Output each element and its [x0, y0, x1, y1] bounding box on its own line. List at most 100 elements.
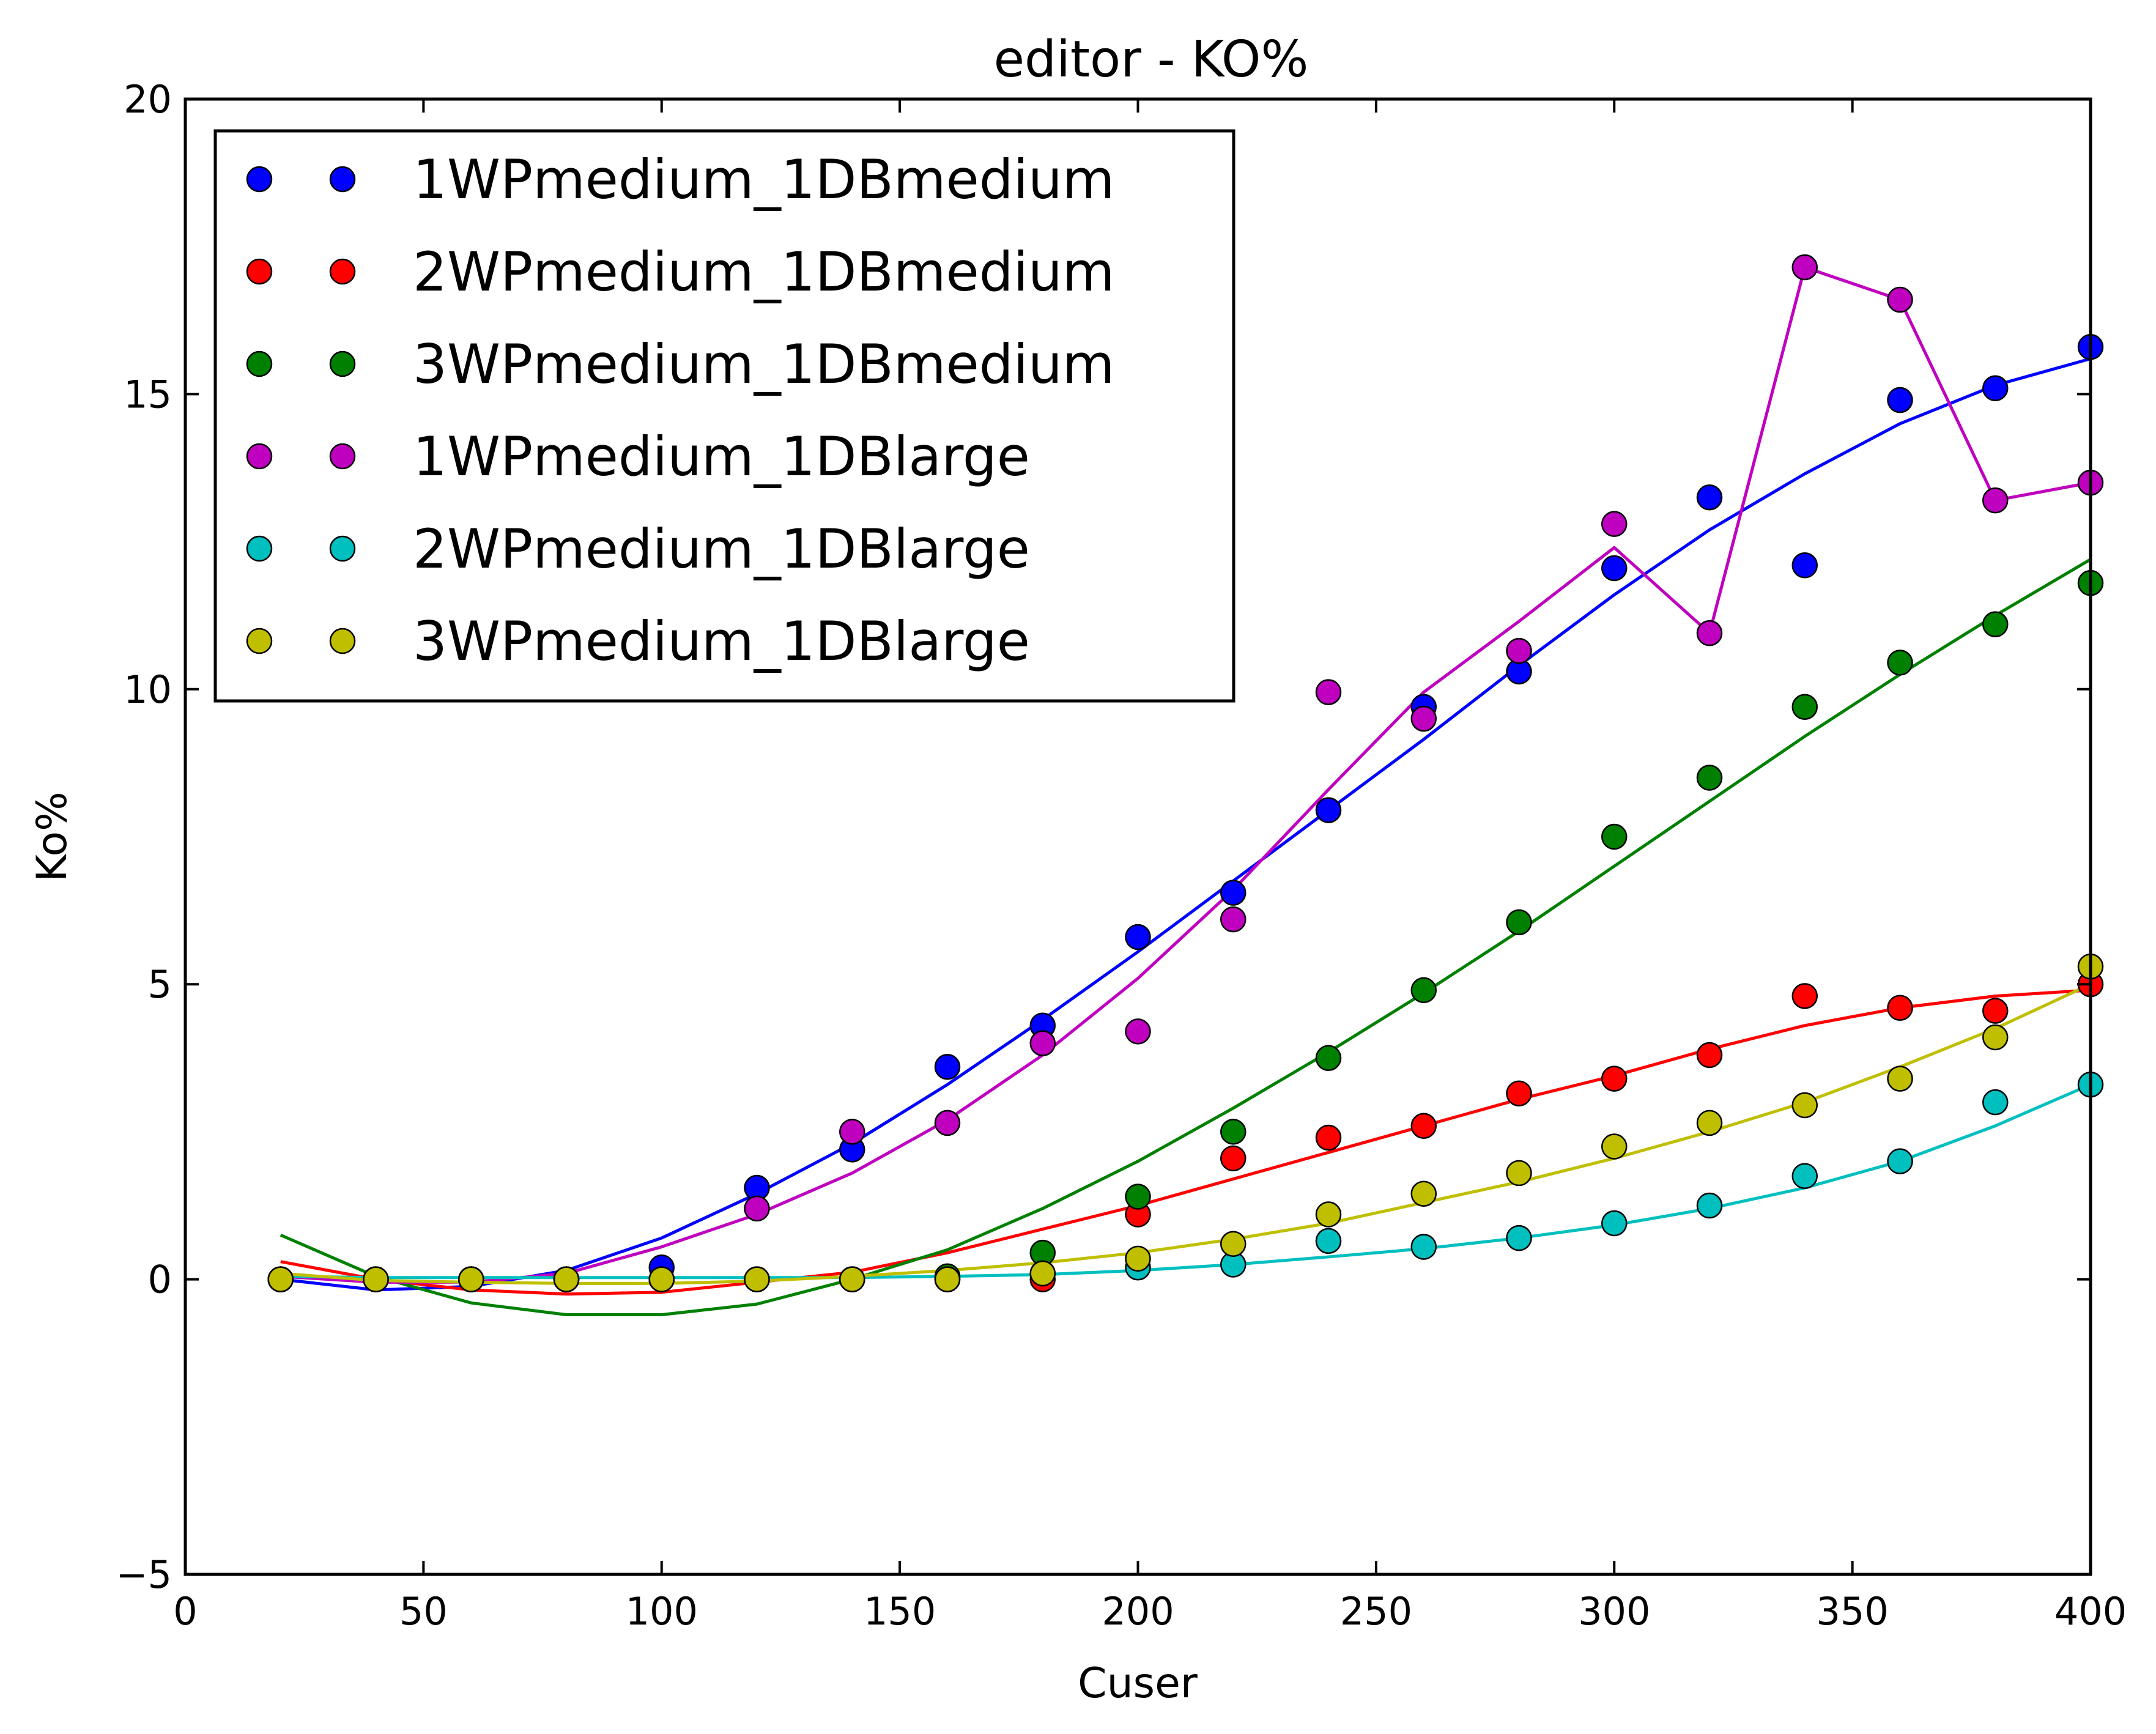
data-point-3WPmedium_1DBlarge — [553, 1266, 580, 1292]
data-point-2WPmedium_1DBlarge — [1601, 1210, 1628, 1237]
x-tick-label: 400 — [2054, 1589, 2127, 1634]
y-ticks: −5 0 5 10 15 20 — [116, 77, 2091, 1597]
data-point-1WPmedium_1DBmedium — [1696, 484, 1723, 511]
data-point-3WPmedium_1DBmedium — [1220, 1119, 1247, 1145]
data-point-2WPmedium_1DBlarge — [1315, 1228, 1342, 1254]
legend-label: 2WPmedium_1DBmedium — [413, 240, 1115, 303]
data-point-3WPmedium_1DBlarge — [1029, 1260, 1056, 1287]
x-tick-label: 0 — [173, 1589, 197, 1634]
legend-marker — [329, 166, 356, 193]
legend-label: 1WPmedium_1DBmedium — [413, 148, 1115, 211]
data-point-3WPmedium_1DBlarge — [1125, 1245, 1151, 1272]
data-point-3WPmedium_1DBlarge — [1315, 1201, 1342, 1228]
data-point-1WPmedium_1DBmedium — [1791, 552, 1818, 579]
y-axis-label: Ko% — [28, 791, 76, 881]
data-point-3WPmedium_1DBlarge — [363, 1266, 389, 1292]
data-point-1WPmedium_1DBlarge — [839, 1119, 865, 1145]
x-tick-label: 300 — [1578, 1589, 1650, 1634]
legend-label: 3WPmedium_1DBmedium — [413, 333, 1115, 396]
data-point-1WPmedium_1DBlarge — [1125, 1018, 1151, 1045]
data-point-3WPmedium_1DBlarge — [1410, 1180, 1437, 1207]
data-point-3WPmedium_1DBlarge — [1887, 1065, 1913, 1092]
data-point-3WPmedium_1DBlarge — [1696, 1110, 1723, 1136]
data-point-1WPmedium_1DBmedium — [1315, 797, 1342, 823]
data-point-2WPmedium_1DBlarge — [1982, 1089, 2009, 1116]
data-point-1WPmedium_1DBlarge — [1029, 1030, 1056, 1056]
data-point-1WPmedium_1DBmedium — [1982, 375, 2009, 402]
data-point-1WPmedium_1DBlarge — [934, 1110, 961, 1136]
data-point-3WPmedium_1DBmedium — [1887, 650, 1913, 676]
legend-marker — [246, 258, 273, 285]
data-point-3WPmedium_1DBmedium — [1125, 1184, 1151, 1210]
data-point-1WPmedium_1DBlarge — [1220, 906, 1247, 933]
data-point-2WPmedium_1DBmedium — [1506, 1080, 1532, 1106]
data-point-2WPmedium_1DBlarge — [1887, 1148, 1913, 1174]
data-point-1WPmedium_1DBmedium — [1601, 555, 1628, 582]
data-point-1WPmedium_1DBlarge — [1506, 637, 1532, 664]
data-point-3WPmedium_1DBmedium — [1315, 1045, 1342, 1072]
fit-line-3WPmedium_1DBmedium — [280, 558, 2092, 1316]
data-point-3WPmedium_1DBlarge — [648, 1266, 675, 1292]
y-tick-label: 15 — [124, 372, 172, 417]
data-point-1WPmedium_1DBlarge — [1887, 286, 1913, 313]
legend-marker — [329, 258, 356, 285]
x-ticks: 0 50 100 150 200 250 300 350 400 — [173, 99, 2127, 1634]
data-point-2WPmedium_1DBlarge — [1791, 1163, 1818, 1190]
data-point-1WPmedium_1DBmedium — [1125, 924, 1151, 950]
data-point-2WPmedium_1DBlarge — [1410, 1234, 1437, 1260]
data-point-2WPmedium_1DBmedium — [1601, 1065, 1628, 1092]
legend-label: 2WPmedium_1DBlarge — [413, 517, 1030, 580]
data-point-1WPmedium_1DBlarge — [744, 1195, 770, 1222]
data-point-3WPmedium_1DBlarge — [934, 1266, 961, 1292]
data-point-3WPmedium_1DBmedium — [1410, 977, 1437, 1004]
legend-marker — [329, 535, 356, 562]
data-point-2WPmedium_1DBmedium — [1410, 1113, 1437, 1139]
data-point-3WPmedium_1DBlarge — [839, 1266, 865, 1292]
data-point-3WPmedium_1DBmedium — [1696, 765, 1723, 791]
chart-title: editor - KO% — [994, 31, 1309, 89]
x-tick-label: 150 — [864, 1589, 936, 1634]
fit-line-2WPmedium_1DBlarge — [280, 1083, 2091, 1280]
x-axis-label: Cuser — [1078, 1659, 1198, 1708]
data-point-3WPmedium_1DBmedium — [1601, 823, 1628, 850]
legend-marker — [246, 350, 273, 377]
legend-label: 1WPmedium_1DBlarge — [413, 425, 1030, 488]
x-tick-label: 250 — [1340, 1589, 1412, 1634]
data-points — [267, 254, 2104, 1292]
data-point-2WPmedium_1DBmedium — [1220, 1145, 1247, 1172]
data-point-1WPmedium_1DBmedium — [934, 1054, 961, 1080]
y-tick-label: 10 — [124, 667, 172, 712]
legend-marker — [246, 443, 273, 470]
data-point-2WPmedium_1DBmedium — [1982, 998, 2009, 1024]
fit-lines — [280, 265, 2092, 1316]
data-point-2WPmedium_1DBlarge — [1696, 1192, 1723, 1219]
fit-line-1WPmedium_1DBlarge — [280, 265, 2091, 1284]
data-point-1WPmedium_1DBlarge — [1315, 679, 1342, 705]
data-point-3WPmedium_1DBlarge — [1506, 1160, 1532, 1187]
data-point-1WPmedium_1DBlarge — [1791, 254, 1818, 281]
legend-entries: 1WPmedium_1DBmedium 2WPmedium_1DBmedium 3W… — [246, 148, 1115, 673]
data-point-1WPmedium_1DBmedium — [1220, 880, 1247, 906]
x-tick-label: 50 — [399, 1589, 448, 1634]
data-point-3WPmedium_1DBlarge — [458, 1266, 484, 1292]
y-tick-label: −5 — [116, 1552, 172, 1597]
data-point-2WPmedium_1DBlarge — [1506, 1225, 1532, 1251]
y-tick-label: 5 — [148, 962, 172, 1007]
legend-marker — [329, 628, 356, 654]
x-tick-label: 100 — [626, 1589, 698, 1634]
y-tick-label: 0 — [148, 1258, 172, 1302]
legend: 1WPmedium_1DBmedium 2WPmedium_1DBmedium 3W… — [213, 129, 1235, 703]
data-point-1WPmedium_1DBlarge — [1601, 511, 1628, 537]
legend-label: 3WPmedium_1DBlarge — [413, 610, 1030, 673]
data-point-3WPmedium_1DBlarge — [1791, 1092, 1818, 1119]
data-point-1WPmedium_1DBlarge — [1982, 487, 2009, 514]
data-point-2WPmedium_1DBmedium — [1696, 1042, 1723, 1069]
data-point-3WPmedium_1DBlarge — [1220, 1231, 1247, 1257]
data-point-3WPmedium_1DBlarge — [267, 1266, 294, 1292]
y-tick-label: 20 — [124, 77, 172, 122]
x-tick-label: 200 — [1102, 1589, 1174, 1634]
data-point-2WPmedium_1DBmedium — [1887, 995, 1913, 1021]
data-point-1WPmedium_1DBlarge — [1410, 705, 1437, 732]
legend-marker — [246, 535, 273, 562]
